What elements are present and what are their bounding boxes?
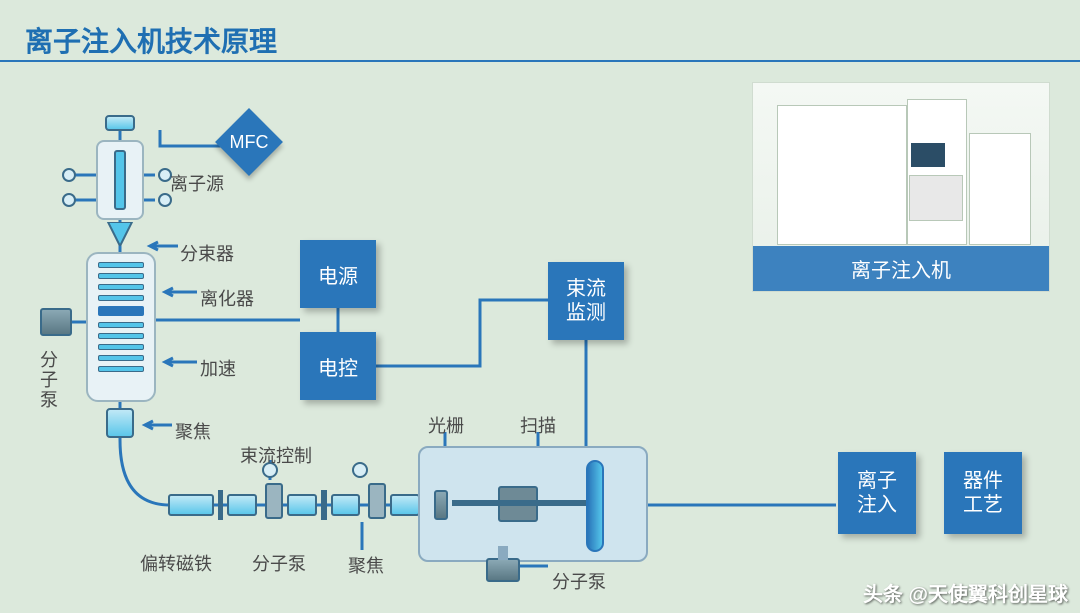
label-pump2: 分子泵 <box>252 550 306 576</box>
control-label: 电控 <box>318 352 358 381</box>
label-scan: 扫描 <box>520 412 556 438</box>
equipment-photo: 离子注入机 <box>752 82 1050 292</box>
page-title: 离子注入机技术原理 <box>25 20 277 60</box>
molecular-pump-3 <box>486 558 520 582</box>
pump3-stem <box>498 546 508 560</box>
scan-rod <box>452 500 602 506</box>
control-box: 电控 <box>300 332 376 400</box>
device-process-box: 器件 工艺 <box>944 452 1022 534</box>
ion-implant-label: 离子 注入 <box>857 469 897 517</box>
beam-monitor-label: 束流 监测 <box>566 277 606 325</box>
molecular-pump-left <box>40 308 72 336</box>
label-bend-mag: 偏转磁铁 <box>140 550 212 576</box>
photo-caption: 离子注入机 <box>753 246 1049 291</box>
splitter-cone <box>104 222 136 246</box>
power-box: 电源 <box>300 240 376 308</box>
valve-tl <box>62 168 76 182</box>
ion-source-core <box>114 150 126 210</box>
label-aperture: 光栅 <box>428 412 464 438</box>
valve-bl <box>62 193 76 207</box>
mfc-label: MFC <box>230 132 269 153</box>
label-pump3: 分子泵 <box>552 568 606 594</box>
label-ionizer: 离化器 <box>200 285 254 311</box>
aperture <box>434 490 448 520</box>
label-splitter: 分束器 <box>180 240 234 266</box>
watermark-text: 头条 @天使翼科创星球 <box>863 578 1068 607</box>
focus-lens-1 <box>106 408 134 438</box>
ion-implant-box: 离子 注入 <box>838 452 916 534</box>
power-label: 电源 <box>318 260 358 289</box>
device-process-label: 器件 工艺 <box>963 469 1003 517</box>
beam-monitor-box: 束流 监测 <box>548 262 624 340</box>
title-underline <box>0 60 1080 62</box>
label-focus2: 聚焦 <box>348 552 384 578</box>
column-discs <box>98 262 144 372</box>
label-beam-ctrl: 束流控制 <box>240 442 312 468</box>
beamline <box>168 494 420 516</box>
ion-source-cap <box>105 115 135 131</box>
label-focus1: 聚焦 <box>175 418 211 444</box>
label-accel: 加速 <box>200 355 236 381</box>
focus2-cap <box>352 462 368 478</box>
wafer-disc <box>586 460 604 552</box>
label-pump-vertical: 分子泵 <box>35 350 61 410</box>
label-ion-source: 离子源 <box>170 170 224 196</box>
